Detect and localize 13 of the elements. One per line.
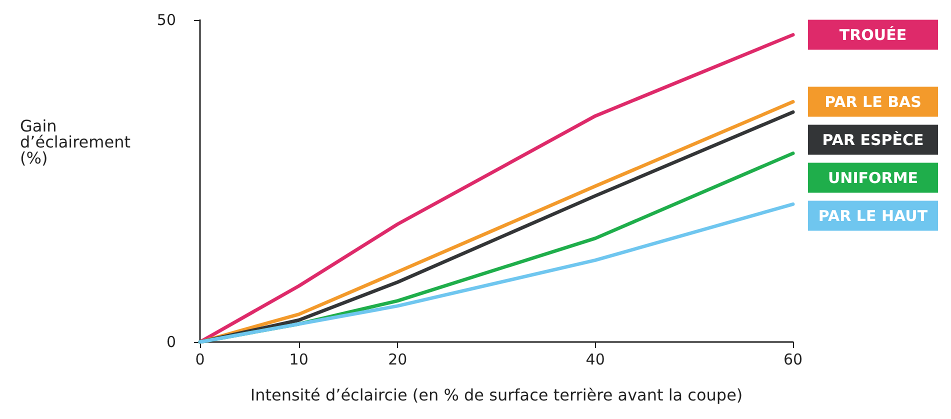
y-axis-title: Gain d’éclairement (%) — [20, 116, 130, 168]
x-tick-label: 60 — [783, 350, 803, 368]
x-tick-label: 40 — [586, 350, 605, 368]
series-label: PAR LE HAUT — [818, 206, 928, 225]
text: UNIFORME — [828, 168, 918, 187]
y-tick-label: 50 — [156, 11, 176, 29]
x-axis-title: Intensité d’éclaircie (en % de surface terrière avant la coupe) — [250, 386, 743, 404]
x-tick-label: 20 — [388, 350, 408, 368]
x-tick-label: 0 — [195, 350, 205, 368]
text: TROUÉE — [839, 26, 907, 44]
text: PAR ESPÈCE — [822, 130, 924, 149]
x-tick-label: 10 — [289, 350, 308, 368]
text: PAR LE BAS — [824, 92, 922, 111]
